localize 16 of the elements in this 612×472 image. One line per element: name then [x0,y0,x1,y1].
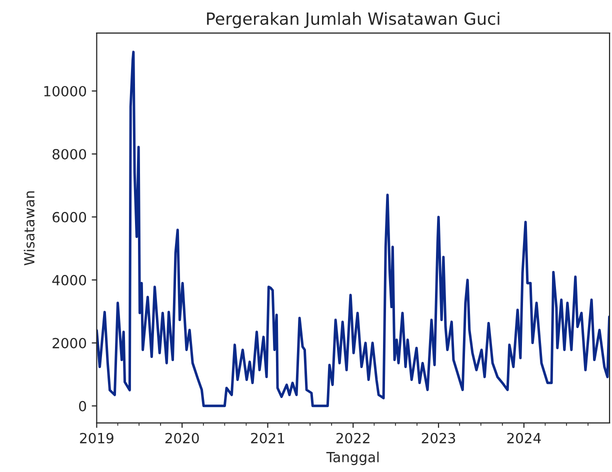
y-tick-label: 2000 [52,338,86,348]
x-tick-label: 2022 [336,432,370,444]
x-tick-label: 2021 [251,432,284,444]
y-tick-label: 8000 [52,148,86,160]
x-tick-label: 2024 [507,432,541,444]
line-series [96,50,610,408]
x-axis-title: Tanggal [326,452,379,466]
x-tick-label: 2019 [80,432,114,444]
chart-title: Pergerakan Jumlah Wisatawan Guci [207,12,500,28]
y-axis-title: Wisatawan [24,191,35,266]
y-tick-label: 6000 [52,212,86,222]
y-tick-label: 10000 [44,86,86,96]
x-tick-label: 2020 [165,432,199,444]
x-tick-label: 2023 [422,432,456,444]
y-tick-label: 0 [79,400,86,412]
y-tick-label: 4000 [52,274,86,286]
